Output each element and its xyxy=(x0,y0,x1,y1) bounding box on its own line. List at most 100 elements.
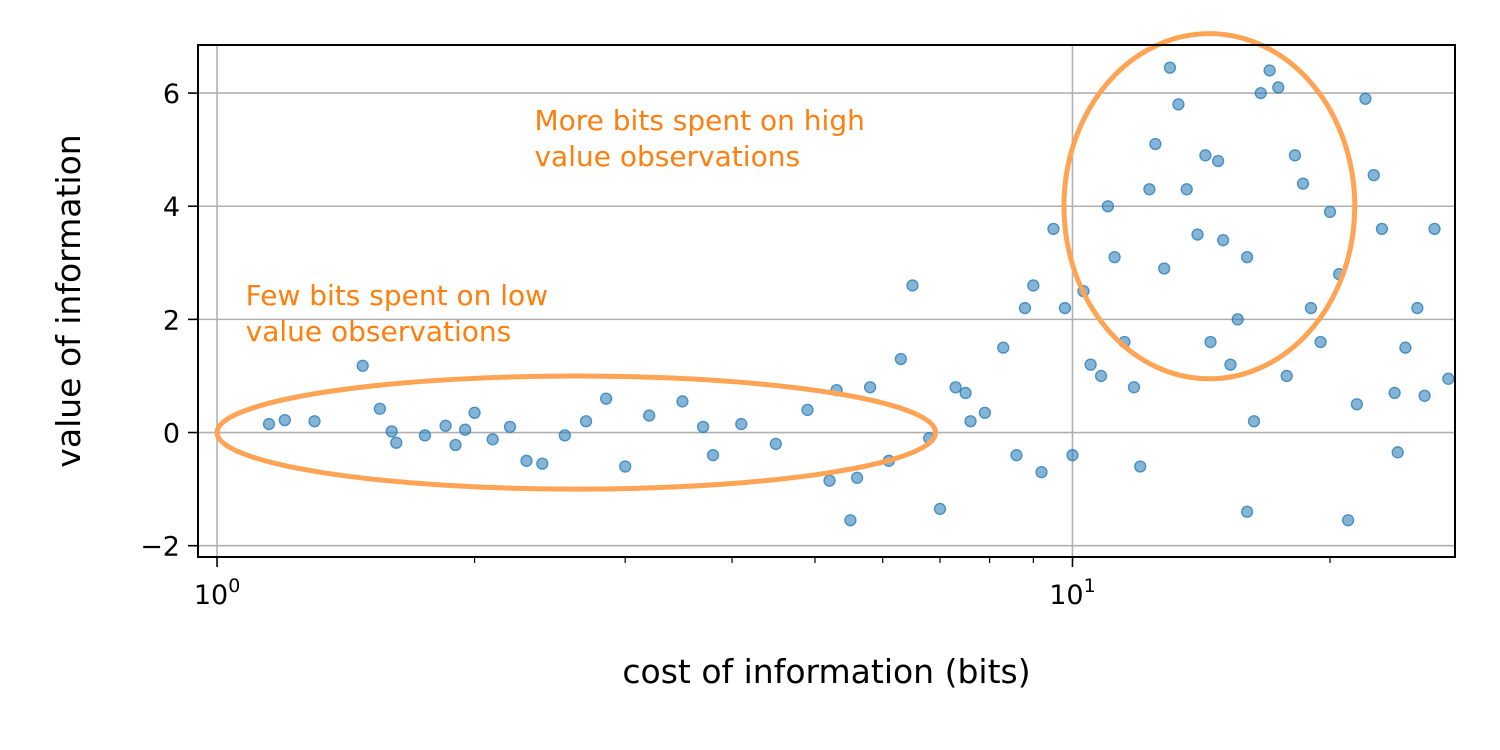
annotations: More bits spent on high value observation… xyxy=(246,104,865,348)
scatter-point xyxy=(949,381,962,394)
scatter-point xyxy=(1216,234,1230,247)
highlight-ellipse xyxy=(214,373,939,492)
y-tick-label: 4 xyxy=(163,192,180,223)
scatter-point xyxy=(308,415,321,428)
annotation-text: More bits spent on high value observation… xyxy=(534,104,864,173)
scatter-point xyxy=(676,395,689,408)
scatter-point xyxy=(1191,228,1204,241)
scatter-point xyxy=(706,449,720,462)
x-tick-label: 100 xyxy=(194,575,240,611)
scatter-point xyxy=(1047,222,1060,236)
scatter-point xyxy=(1204,335,1217,349)
plot-frame xyxy=(197,44,1456,558)
y-tick-label: 6 xyxy=(163,79,180,110)
scatter-point xyxy=(850,471,864,484)
scatter-point xyxy=(1172,98,1185,111)
scatter-point xyxy=(1399,341,1412,354)
scatter-point xyxy=(503,420,517,434)
x-tick-label: 101 xyxy=(1049,575,1095,611)
scatter-point xyxy=(1058,301,1072,315)
scatter-point xyxy=(278,413,291,427)
scatter-point xyxy=(1350,398,1364,411)
scatter-point xyxy=(894,352,907,366)
scatter-point xyxy=(356,359,369,372)
scatter-point xyxy=(1296,177,1310,190)
scatter-point xyxy=(1084,358,1097,371)
scatter-point xyxy=(959,386,972,400)
scatter-point xyxy=(1180,183,1193,196)
y-axis-label: value of information xyxy=(49,134,88,467)
scatter-point xyxy=(1134,460,1147,473)
scatter-point xyxy=(1323,205,1337,219)
scatter-point xyxy=(1199,149,1212,162)
scatter-point xyxy=(1211,154,1225,168)
scatter-point xyxy=(1428,222,1441,236)
scatter-point xyxy=(1108,251,1121,264)
scatter-point xyxy=(1247,415,1261,428)
scatter-point xyxy=(1127,381,1141,394)
scatter-point xyxy=(373,402,387,415)
scatter-point xyxy=(486,433,499,446)
scatter-point xyxy=(1367,168,1380,182)
scatter-point xyxy=(1263,64,1276,77)
scatter-point xyxy=(978,406,992,419)
scatter-point xyxy=(1280,369,1293,383)
highlight-ellipses xyxy=(214,31,1358,492)
scatter-point xyxy=(1375,222,1389,236)
scatter-point xyxy=(1411,301,1424,315)
scatter-point xyxy=(863,381,877,394)
annotation-text: Few bits spent on low value observations xyxy=(246,279,548,348)
scatter-point xyxy=(1101,200,1115,213)
scatter-point xyxy=(906,279,919,292)
scatter-point xyxy=(619,460,632,473)
scatter-point xyxy=(1240,251,1254,264)
scatter-point xyxy=(1359,92,1372,105)
scatter-point xyxy=(1231,313,1244,326)
scatter-point xyxy=(997,341,1010,354)
scatter-point xyxy=(520,454,533,467)
scatter-point xyxy=(735,417,748,431)
scatter-point xyxy=(468,406,481,419)
scatter-point xyxy=(1163,61,1177,74)
scatter-point xyxy=(579,415,593,428)
scatter-point xyxy=(1018,301,1032,315)
scatter-point xyxy=(1158,262,1171,275)
scatter-point xyxy=(1149,137,1162,151)
scatter-point xyxy=(1254,86,1267,100)
scatter-point xyxy=(390,436,403,449)
scatter-point xyxy=(1035,465,1048,479)
scatter-point xyxy=(1341,514,1355,527)
scatter-point xyxy=(933,502,947,516)
scatter-point xyxy=(459,423,472,436)
scatter-point xyxy=(1010,449,1023,462)
scatter-points xyxy=(262,61,1455,527)
scatter-point xyxy=(1418,389,1431,402)
scatter-point xyxy=(964,415,977,428)
scatter-point xyxy=(1224,358,1237,371)
y-tick-label: −2 xyxy=(140,532,180,563)
y-tick-label: 2 xyxy=(163,305,180,336)
scatter-point xyxy=(1442,372,1455,385)
x-axis-label: cost of information (bits) xyxy=(622,652,1030,691)
scatter-point xyxy=(844,514,857,527)
scatter-point xyxy=(1143,183,1156,196)
scatter-point xyxy=(769,437,782,451)
axis-ticks: 100 101 −2 0 2 4 6 xyxy=(140,79,1331,611)
scatter-point xyxy=(1272,81,1285,94)
scatter-point xyxy=(823,474,836,487)
scatter-point xyxy=(558,429,571,442)
scatter-point xyxy=(536,457,549,470)
scatter-point xyxy=(1391,446,1404,459)
scatter-point xyxy=(643,409,656,422)
scatter-point xyxy=(1314,335,1327,349)
scatter-point xyxy=(418,429,432,442)
scatter-point xyxy=(385,425,398,438)
scatter-point xyxy=(1240,505,1254,518)
grid-lines xyxy=(198,45,1455,557)
scatter-point xyxy=(1288,149,1302,162)
scatter-point xyxy=(1304,301,1318,315)
scatter-point xyxy=(696,420,710,434)
highlight-ellipse xyxy=(1061,31,1358,382)
scatter-point xyxy=(599,392,613,405)
